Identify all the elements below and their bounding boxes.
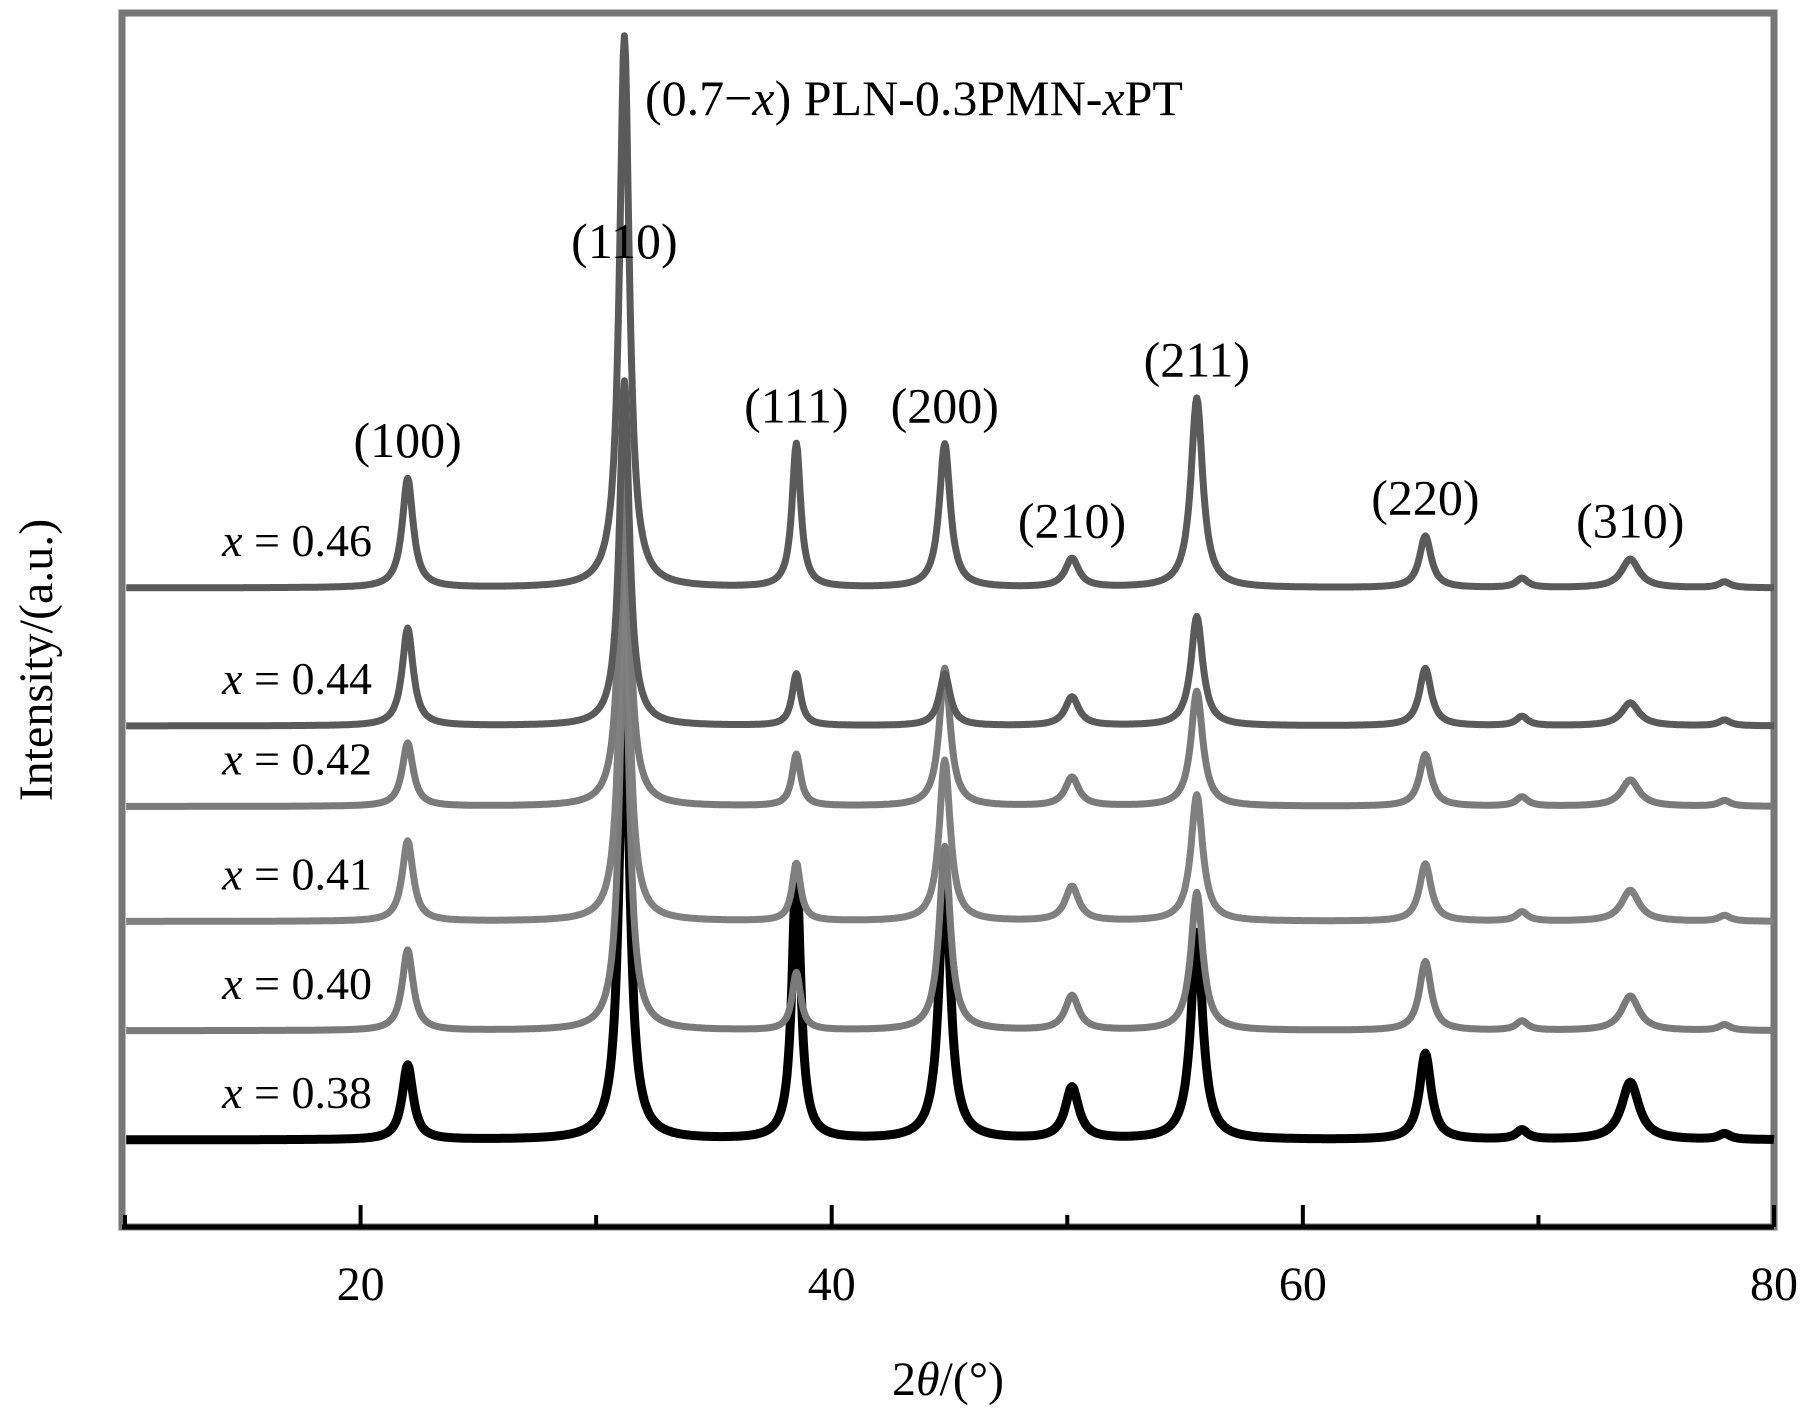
series-label: x = 0.41 [221, 849, 372, 900]
series-label-value: = 0.42 [243, 734, 372, 785]
peak-label: (210) [1018, 492, 1126, 548]
series-label: x = 0.44 [221, 653, 372, 704]
plot-frame [118, 9, 1778, 1231]
chart-title-part-2: ) PLN-0.3PMN- [775, 70, 1103, 126]
series-label-value: = 0.46 [243, 515, 372, 566]
chart-title-var-1: x [751, 70, 774, 126]
x-axis-title: 2θ/(°) [892, 1353, 1004, 1406]
series-label: x = 0.42 [221, 734, 372, 785]
chart-title-part-1: (0.7− [645, 70, 752, 126]
peak-label: (211) [1144, 331, 1250, 387]
chart-title: (0.7−x) PLN-0.3PMN-xPT [645, 70, 1183, 126]
x-axis-title-theta: θ [916, 1353, 940, 1406]
series-label-value: = 0.38 [243, 1067, 372, 1118]
series-label-value: = 0.40 [243, 958, 372, 1009]
series-label-var: x [221, 653, 243, 704]
series-line-0.41 [123, 526, 1777, 925]
peak-label: (111) [744, 377, 849, 433]
series-label: x = 0.40 [221, 958, 372, 1009]
series-label-var: x [221, 849, 243, 900]
series-label-value: = 0.44 [243, 653, 372, 704]
peak-label: (200) [891, 377, 999, 433]
series-label-var: x [221, 1067, 243, 1118]
x-axis-ticks: 20 40 60 80 [123, 1205, 1798, 1311]
series-group [122, 32, 1778, 1145]
peak-label: (100) [354, 412, 462, 468]
series-label-var: x [221, 734, 243, 785]
series-line-0.4 [123, 613, 1777, 1035]
series-label: x = 0.46 [221, 515, 372, 566]
peak-labels: (100) (110) (111) (200) (210) (211) (220) (310) [354, 213, 1685, 548]
series-label-value: = 0.41 [243, 849, 372, 900]
series-line-0.42 [123, 434, 1777, 810]
x-axis-title-part-1: 2 [892, 1353, 916, 1406]
peak-label: (110) [571, 213, 677, 269]
series-line-0.44 [123, 377, 1777, 730]
series-line-0.46 [123, 32, 1777, 592]
y-axis-title: Intensity/(a.u.) [10, 519, 63, 802]
series-line-0.38 [122, 652, 1778, 1145]
x-axis-title-part-2: /(°) [940, 1353, 1005, 1406]
x-tick-label: 60 [1279, 1258, 1327, 1311]
series-label-var: x [221, 515, 243, 566]
peak-label: (310) [1576, 492, 1684, 548]
series-label-var: x [221, 958, 243, 1009]
series-label: x = 0.38 [221, 1067, 372, 1118]
chart-title-var-2: x [1101, 70, 1124, 126]
series-labels: x = 0.38x = 0.40x = 0.41x = 0.42x = 0.44… [221, 515, 372, 1118]
peak-label: (220) [1371, 469, 1479, 525]
x-tick-label: 80 [1750, 1258, 1798, 1311]
chart-title-part-3: PT [1125, 70, 1183, 126]
x-tick-label: 20 [337, 1258, 385, 1311]
x-tick-label: 40 [808, 1258, 856, 1311]
